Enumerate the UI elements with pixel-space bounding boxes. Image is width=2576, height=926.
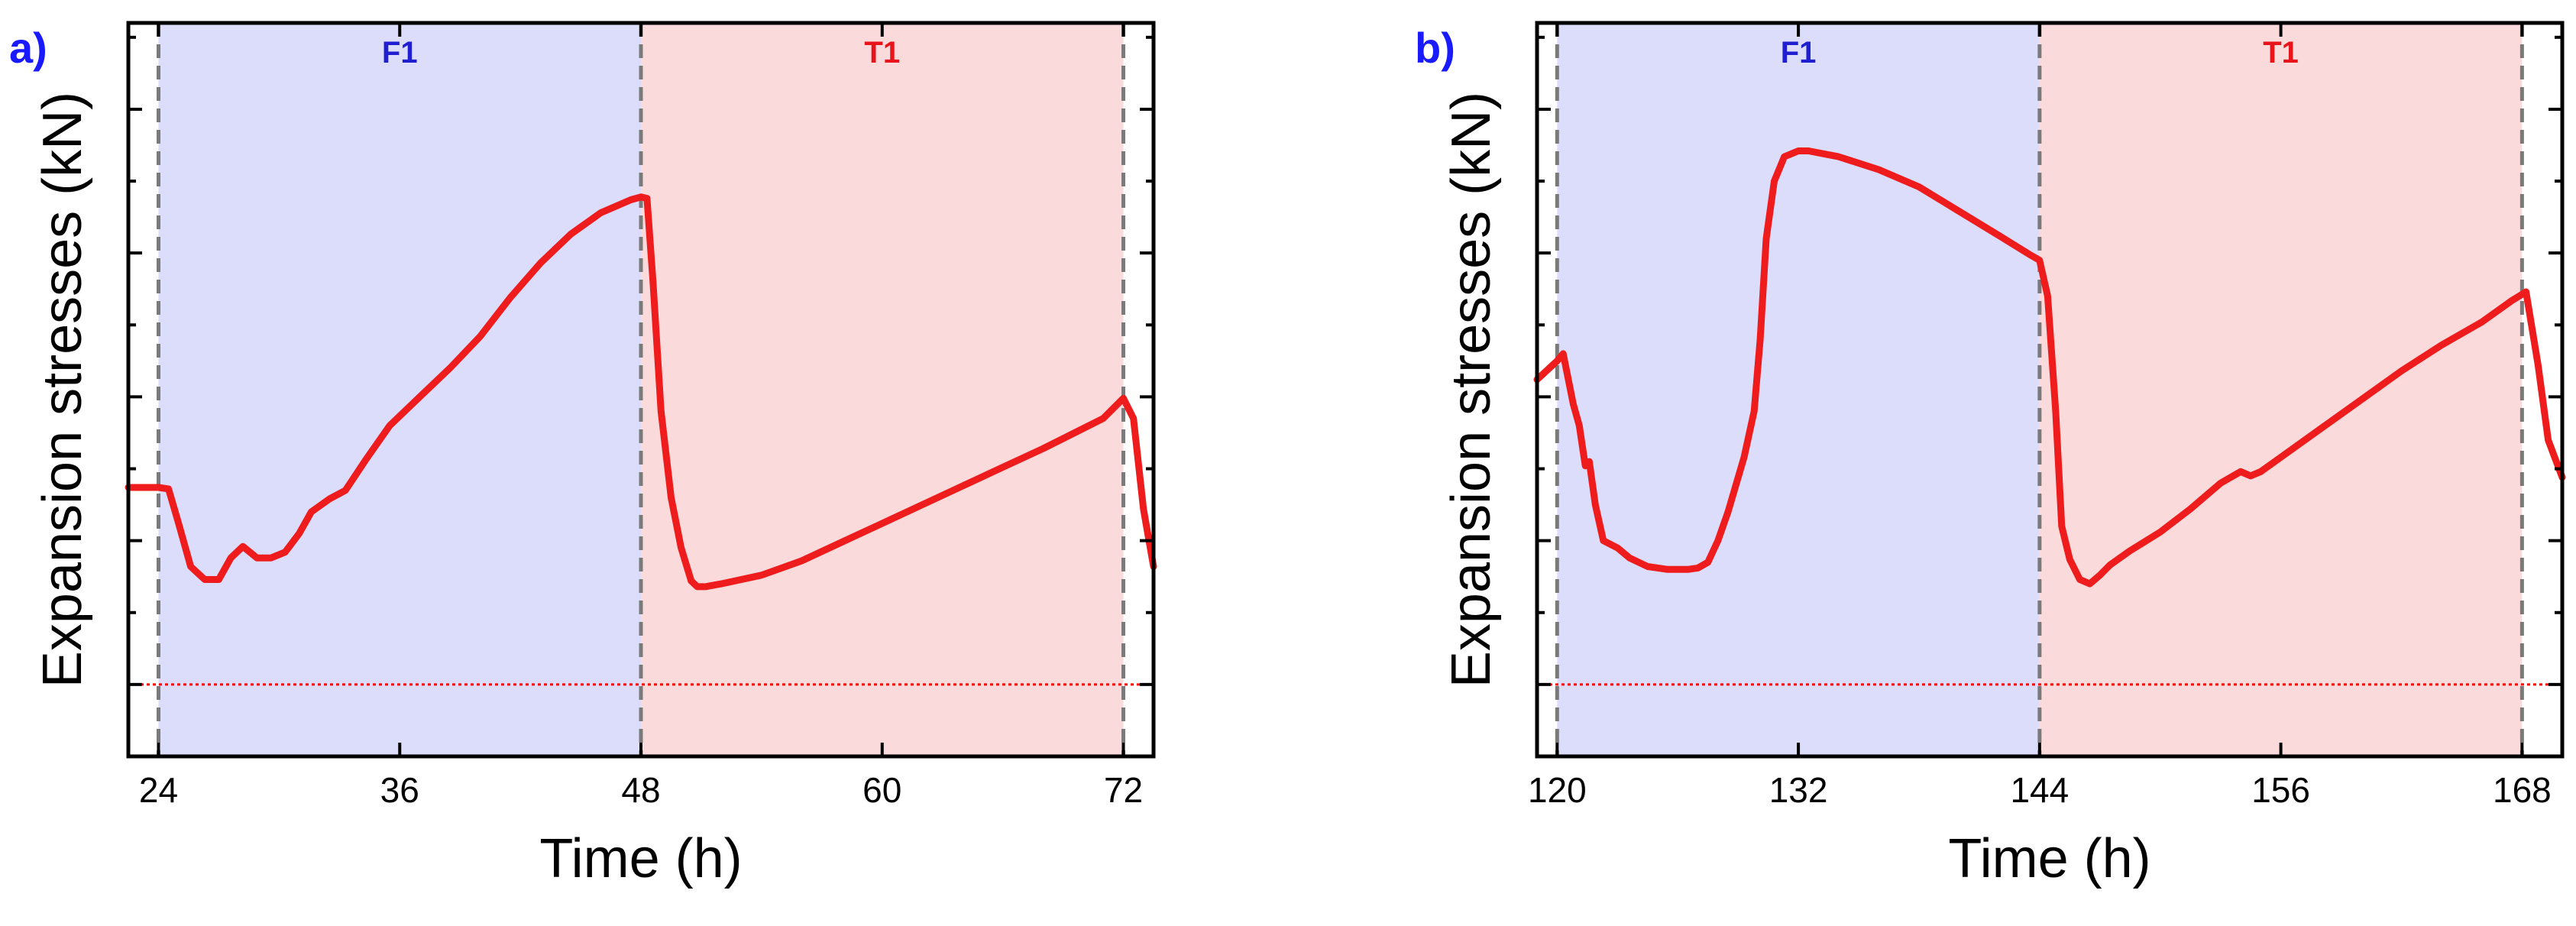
- plot-area: F1 T1: [1533, 23, 2566, 756]
- x-tick-label: 132: [1769, 770, 1828, 810]
- chart-panel-a: F1 T1 a) 24 36 48 60 72 Time (h) Expansion stres…: [9, 21, 1157, 889]
- panel-label-a: a): [9, 24, 47, 72]
- plot-area: F1 T1: [125, 23, 1157, 756]
- phase-band-f1: [1557, 23, 2040, 756]
- phase-band-f1: [158, 23, 641, 756]
- x-tick-label: 36: [380, 770, 419, 810]
- phase-band-t1: [641, 23, 1124, 756]
- data-series-line: [1533, 147, 2566, 588]
- x-axis-title: Time (h): [539, 828, 742, 889]
- phase-label-f1: F1: [382, 36, 418, 70]
- x-axis-title: Time (h): [1948, 828, 2150, 889]
- y-axis-title: Expansion stresses (kN): [32, 92, 93, 688]
- data-series-line: [125, 193, 1157, 591]
- phase-label-t1: T1: [2263, 36, 2299, 70]
- x-tick-label: 168: [2493, 770, 2552, 810]
- chart-panel-b: F1 T1 b) 120 132 144 156 168 Time (h) Expansion …: [1415, 21, 2566, 889]
- x-tick-label: 60: [862, 770, 901, 810]
- x-tick-label: 156: [2251, 770, 2310, 810]
- axes-frame: [1535, 21, 2565, 759]
- phase-band-t1: [2039, 23, 2523, 756]
- x-tick-label: 24: [139, 770, 178, 810]
- phase-label-t1: T1: [864, 36, 900, 70]
- phase-label-f1: F1: [1781, 36, 1817, 70]
- y-axis-title: Expansion stresses (kN): [1441, 92, 1502, 688]
- panel-label-b: b): [1415, 24, 1455, 72]
- x-tick-label: 120: [1528, 770, 1587, 810]
- x-tick-label: 48: [621, 770, 660, 810]
- x-tick-label: 144: [2010, 770, 2069, 810]
- x-tick-label: 72: [1104, 770, 1143, 810]
